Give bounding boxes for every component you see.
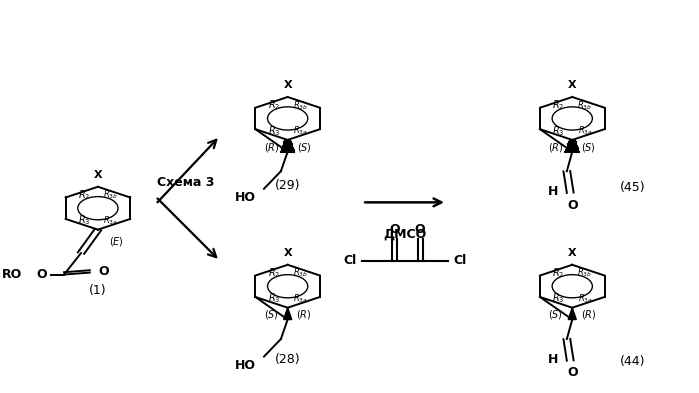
Text: $(S)$: $(S)$ <box>548 309 563 321</box>
Polygon shape <box>284 308 291 320</box>
Text: (45): (45) <box>620 181 645 194</box>
Text: $R_{3a}$: $R_{3a}$ <box>293 125 308 137</box>
Text: $(R)$: $(R)$ <box>264 141 279 154</box>
Text: Схема 3: Схема 3 <box>157 176 215 189</box>
Text: HO: HO <box>235 359 256 372</box>
Text: $(R)$: $(R)$ <box>581 309 596 321</box>
Text: $(S)$: $(S)$ <box>297 141 312 154</box>
Text: O: O <box>389 222 400 235</box>
Text: Cl: Cl <box>343 254 356 267</box>
Text: H: H <box>548 353 559 365</box>
Text: (44): (44) <box>620 354 645 367</box>
Text: $R_2$: $R_2$ <box>268 266 280 280</box>
Text: X: X <box>94 170 102 180</box>
Text: $R_{3b}$: $R_{3b}$ <box>293 267 308 279</box>
Text: O: O <box>415 222 426 235</box>
Text: X: X <box>283 80 292 90</box>
Text: $R_3$: $R_3$ <box>552 124 565 138</box>
Text: $(R)$: $(R)$ <box>548 141 563 154</box>
Text: (1): (1) <box>89 284 107 297</box>
Text: $R_2$: $R_2$ <box>552 266 565 280</box>
Text: RO: RO <box>2 268 22 281</box>
Text: X: X <box>568 80 577 90</box>
Text: $R_2$: $R_2$ <box>78 188 90 202</box>
Text: $R_{3b}$: $R_{3b}$ <box>577 99 592 112</box>
Text: ДМСО: ДМСО <box>383 228 426 241</box>
Text: $R_3$: $R_3$ <box>268 124 280 138</box>
Text: $(R)$: $(R)$ <box>296 309 312 321</box>
Text: $R_{3b}$: $R_{3b}$ <box>577 267 592 279</box>
Text: HO: HO <box>235 191 256 204</box>
Text: $R_{3a}$: $R_{3a}$ <box>577 125 592 137</box>
Text: $(S)$: $(S)$ <box>264 309 278 321</box>
Text: $R_{3b}$: $R_{3b}$ <box>103 189 118 201</box>
Text: X: X <box>283 248 292 258</box>
Text: X: X <box>568 248 577 258</box>
Text: $R_{3a}$: $R_{3a}$ <box>577 292 592 305</box>
Text: $R_2$: $R_2$ <box>268 99 280 112</box>
Text: $R_{3a}$: $R_{3a}$ <box>103 214 118 227</box>
Text: $R_3$: $R_3$ <box>78 214 90 228</box>
Text: Cl: Cl <box>453 254 466 267</box>
Text: (28): (28) <box>275 353 301 365</box>
Text: H: H <box>548 185 559 198</box>
Polygon shape <box>568 308 576 320</box>
Text: $(S)$: $(S)$ <box>582 141 596 154</box>
Text: $(E)$: $(E)$ <box>109 235 124 248</box>
Text: O: O <box>98 265 108 278</box>
Text: O: O <box>567 198 577 211</box>
Text: (29): (29) <box>275 179 301 192</box>
Text: O: O <box>36 268 47 281</box>
Text: O: O <box>567 366 577 379</box>
Text: $R_3$: $R_3$ <box>268 292 280 305</box>
Text: $R_2$: $R_2$ <box>552 99 565 112</box>
Text: $R_{3a}$: $R_{3a}$ <box>293 292 308 305</box>
Text: $R_{3b}$: $R_{3b}$ <box>293 99 308 112</box>
Text: $R_3$: $R_3$ <box>552 292 565 305</box>
